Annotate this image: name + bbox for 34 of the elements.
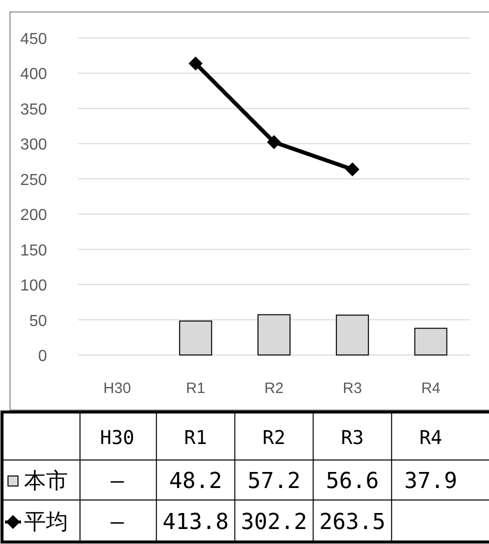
data-label: 413.8 (162, 510, 229, 535)
x-tick-label: H30 (103, 380, 131, 397)
data-label: 37.9 (404, 469, 458, 494)
x-tick-label: R1 (186, 380, 206, 397)
category-label: R1 (184, 427, 208, 449)
data-label: 48.2 (169, 469, 222, 494)
y-tick-label: 450 (20, 31, 48, 48)
data-label: 263.5 (319, 510, 386, 535)
data-label: 56.6 (326, 469, 379, 494)
y-tick-label: 250 (20, 172, 48, 189)
point (345, 162, 360, 176)
text: — (110, 469, 124, 494)
point (188, 56, 203, 70)
legend-label: 本市 (24, 468, 68, 493)
text: — (110, 510, 124, 535)
y-tick-label: 150 (20, 242, 48, 260)
data-label: 57.2 (248, 469, 300, 494)
data-label: 302.2 (240, 510, 308, 535)
legend-label: 平均 (24, 509, 68, 534)
y-tick-label: 300 (20, 136, 48, 154)
y-tick-label: 400 (20, 66, 48, 84)
category-label: R4 (419, 427, 442, 449)
category-label: H30 (100, 427, 134, 449)
y-tick-label: 200 (20, 207, 48, 224)
x-tick-label: R4 (421, 380, 440, 397)
y-tick-label: 50 (29, 312, 48, 330)
y-tick-label: 350 (20, 101, 48, 118)
x-tick-label: R2 (264, 380, 284, 397)
x-tick-label: R3 (342, 380, 362, 397)
y-tick-label: 0 (38, 348, 48, 365)
category-label: R3 (340, 427, 364, 449)
y-tick-label: 100 (20, 278, 48, 295)
point (267, 135, 281, 150)
category-label: R2 (262, 427, 286, 449)
